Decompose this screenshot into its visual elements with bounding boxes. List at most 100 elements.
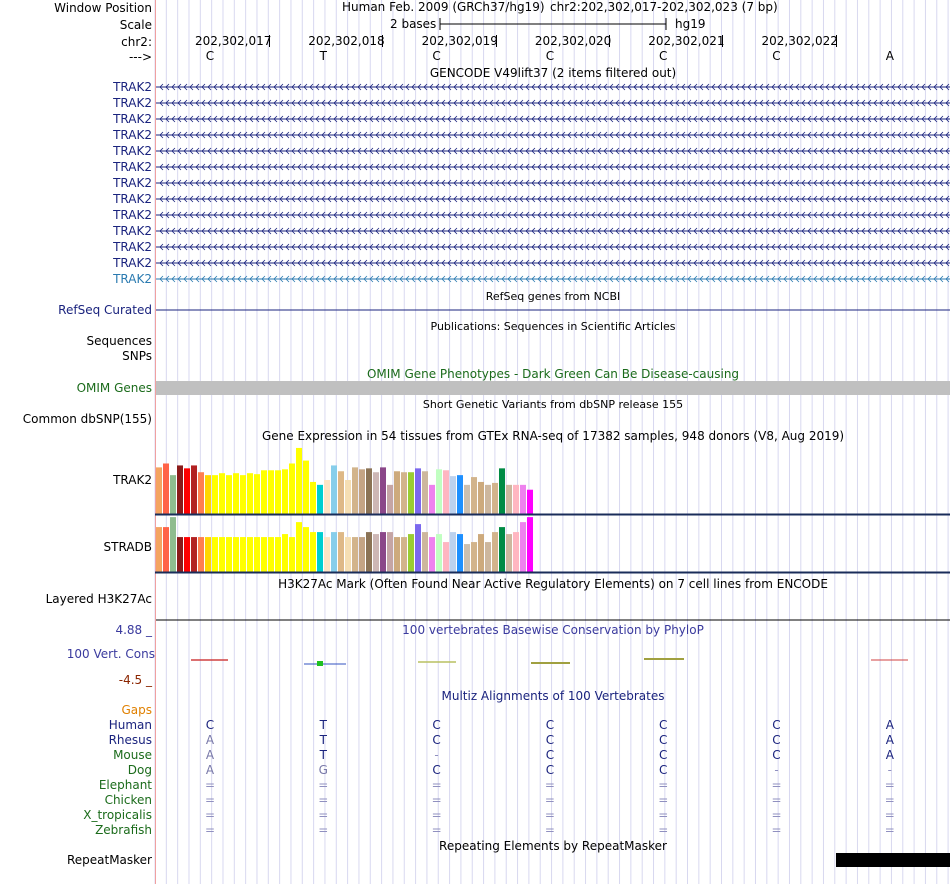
snps-track-label[interactable]: SNPs bbox=[122, 349, 152, 363]
gtex-bar-trak2[interactable] bbox=[212, 475, 218, 514]
gtex-bar-trak2[interactable] bbox=[345, 480, 351, 514]
gtex-bar-trak2[interactable] bbox=[296, 447, 302, 514]
gtex-bar-trak2[interactable] bbox=[226, 475, 232, 514]
gtex-bar-trak2[interactable] bbox=[506, 484, 512, 514]
gencode-transcript-line[interactable] bbox=[156, 176, 950, 190]
gtex-bar-trak2[interactable] bbox=[436, 469, 442, 514]
gtex-bar-trak2[interactable] bbox=[254, 474, 260, 514]
assembly-title[interactable]: Human Feb. 2009 (GRCh37/hg19) bbox=[342, 0, 545, 14]
gencode-track-title[interactable]: GENCODE V49lift37 (2 items filtered out) bbox=[429, 66, 677, 80]
multiz-species-label[interactable]: Dog bbox=[127, 763, 152, 777]
gtex-bar-trak2[interactable] bbox=[429, 484, 435, 514]
gtex-bar-trak2[interactable] bbox=[170, 475, 176, 514]
gtex-bar-trak2[interactable] bbox=[352, 467, 358, 514]
gtex-bar-stradb[interactable] bbox=[401, 537, 407, 572]
gencode-transcript-label[interactable]: TRAK2 bbox=[113, 224, 152, 238]
multiz-species-label[interactable]: Elephant bbox=[98, 778, 152, 792]
gtex-bar-trak2[interactable] bbox=[520, 484, 526, 514]
refseq-track-label[interactable]: RefSeq Curated bbox=[58, 303, 152, 317]
gtex-bar-trak2[interactable] bbox=[471, 477, 477, 514]
omim-track-title[interactable]: OMIM Gene Phenotypes - Dark Green Can Be… bbox=[366, 367, 740, 381]
gtex-bar-stradb[interactable] bbox=[422, 532, 428, 572]
gtex-bar-trak2[interactable] bbox=[219, 473, 225, 514]
gtex-bar-stradb[interactable] bbox=[191, 537, 197, 572]
gencode-transcript-line[interactable] bbox=[156, 256, 950, 270]
gencode-transcript-line[interactable] bbox=[156, 192, 950, 206]
gencode-transcript-label[interactable]: TRAK2 bbox=[113, 144, 152, 158]
gtex-bar-stradb[interactable] bbox=[464, 544, 470, 572]
gtex-bar-stradb[interactable] bbox=[527, 517, 533, 572]
gtex-bar-trak2[interactable] bbox=[240, 475, 246, 514]
gencode-transcript-line[interactable] bbox=[156, 128, 950, 142]
gtex-bar-stradb[interactable] bbox=[408, 534, 414, 572]
gtex-bar-stradb[interactable] bbox=[338, 532, 344, 572]
gtex-bar-stradb[interactable] bbox=[268, 537, 274, 572]
gtex-bar-trak2[interactable] bbox=[415, 468, 421, 514]
gtex-bar-trak2[interactable] bbox=[198, 472, 204, 514]
sequences-track-label[interactable]: Sequences bbox=[86, 334, 152, 348]
gtex-bar-trak2[interactable] bbox=[268, 470, 274, 514]
gtex-bar-trak2[interactable] bbox=[387, 484, 393, 514]
gtex-bar-stradb[interactable] bbox=[156, 527, 162, 572]
gtex-bar-stradb[interactable] bbox=[366, 532, 372, 572]
refseq-track-title[interactable]: RefSeq genes from NCBI bbox=[485, 290, 621, 303]
dbsnp-track-label[interactable]: Common dbSNP(155) bbox=[22, 412, 152, 426]
gtex-bar-trak2[interactable] bbox=[177, 465, 183, 514]
gtex-bar-trak2[interactable] bbox=[394, 471, 400, 514]
gtex-bar-stradb[interactable] bbox=[443, 542, 449, 572]
gtex-bar-trak2[interactable] bbox=[401, 472, 407, 514]
position-readout[interactable]: chr2:202,302,017-202,302,023 (7 bp) bbox=[550, 0, 778, 14]
gencode-transcript-label[interactable]: TRAK2 bbox=[113, 240, 152, 254]
gtex-bar-stradb[interactable] bbox=[317, 532, 323, 572]
gtex-bar-trak2[interactable] bbox=[408, 472, 414, 514]
gtex-bar-trak2[interactable] bbox=[163, 463, 169, 514]
gtex-bar-trak2[interactable] bbox=[366, 468, 372, 514]
gtex-bar-trak2[interactable] bbox=[359, 469, 365, 514]
gtex-bar-stradb[interactable] bbox=[457, 534, 463, 572]
gtex-bar-stradb[interactable] bbox=[387, 532, 393, 572]
gtex-bar-trak2[interactable] bbox=[247, 473, 253, 514]
gtex-bar-trak2[interactable] bbox=[303, 460, 309, 514]
gtex-bar-stradb[interactable] bbox=[261, 537, 267, 572]
gtex-bar-trak2[interactable] bbox=[422, 471, 428, 514]
gtex-bar-trak2[interactable] bbox=[184, 468, 190, 514]
gtex-bar-stradb[interactable] bbox=[198, 537, 204, 572]
gtex-bar-stradb[interactable] bbox=[450, 532, 456, 572]
gtex-bar-stradb[interactable] bbox=[289, 537, 295, 572]
gtex-bar-stradb[interactable] bbox=[478, 534, 484, 572]
multiz-species-label[interactable]: Chicken bbox=[104, 793, 152, 807]
gtex-bar-stradb[interactable] bbox=[485, 542, 491, 572]
gtex-bar-stradb[interactable] bbox=[254, 537, 260, 572]
gtex-bar-trak2[interactable] bbox=[373, 472, 379, 514]
gtex-bar-stradb[interactable] bbox=[226, 537, 232, 572]
gtex-bar-stradb[interactable] bbox=[212, 537, 218, 572]
gtex-bar-stradb[interactable] bbox=[345, 537, 351, 572]
gtex-bar-trak2[interactable] bbox=[492, 482, 498, 514]
multiz-species-label[interactable]: Zebrafish bbox=[95, 823, 152, 837]
gtex-bar-trak2[interactable] bbox=[324, 480, 330, 514]
gencode-transcript-label[interactable]: TRAK2 bbox=[113, 192, 152, 206]
phylop-track-title[interactable]: 100 vertebrates Basewise Conservation by… bbox=[402, 623, 704, 637]
gtex-bar-stradb[interactable] bbox=[205, 537, 211, 572]
gtex-bar-trak2[interactable] bbox=[282, 469, 288, 514]
gtex-bar-stradb[interactable] bbox=[240, 537, 246, 572]
multiz-track-title[interactable]: Multiz Alignments of 100 Vertebrates bbox=[441, 689, 665, 703]
gtex-bar-trak2[interactable] bbox=[289, 463, 295, 514]
gtex-bar-stradb[interactable] bbox=[471, 542, 477, 572]
refseq-gene-line[interactable] bbox=[156, 303, 950, 317]
gtex-bar-stradb[interactable] bbox=[184, 537, 190, 572]
gtex-bar-stradb[interactable] bbox=[506, 534, 512, 572]
gtex-bar-trak2[interactable] bbox=[457, 475, 463, 514]
gtex-bar-trak2[interactable] bbox=[450, 476, 456, 514]
publications-track-title[interactable]: Publications: Sequences in Scientific Ar… bbox=[430, 320, 676, 333]
gtex-bar-stradb[interactable] bbox=[513, 532, 519, 572]
gtex-bar-trak2[interactable] bbox=[380, 467, 386, 514]
gtex-bar-stradb[interactable] bbox=[219, 537, 225, 572]
phylop-signal[interactable] bbox=[156, 652, 950, 672]
gtex-bar-trak2[interactable] bbox=[191, 465, 197, 514]
gtex-bar-trak2[interactable] bbox=[317, 484, 323, 514]
gtex-bar-trak2[interactable] bbox=[205, 475, 211, 514]
gencode-transcript-line[interactable] bbox=[156, 224, 950, 238]
gencode-transcript-line[interactable] bbox=[156, 160, 950, 174]
gencode-transcript-line[interactable] bbox=[156, 96, 950, 110]
